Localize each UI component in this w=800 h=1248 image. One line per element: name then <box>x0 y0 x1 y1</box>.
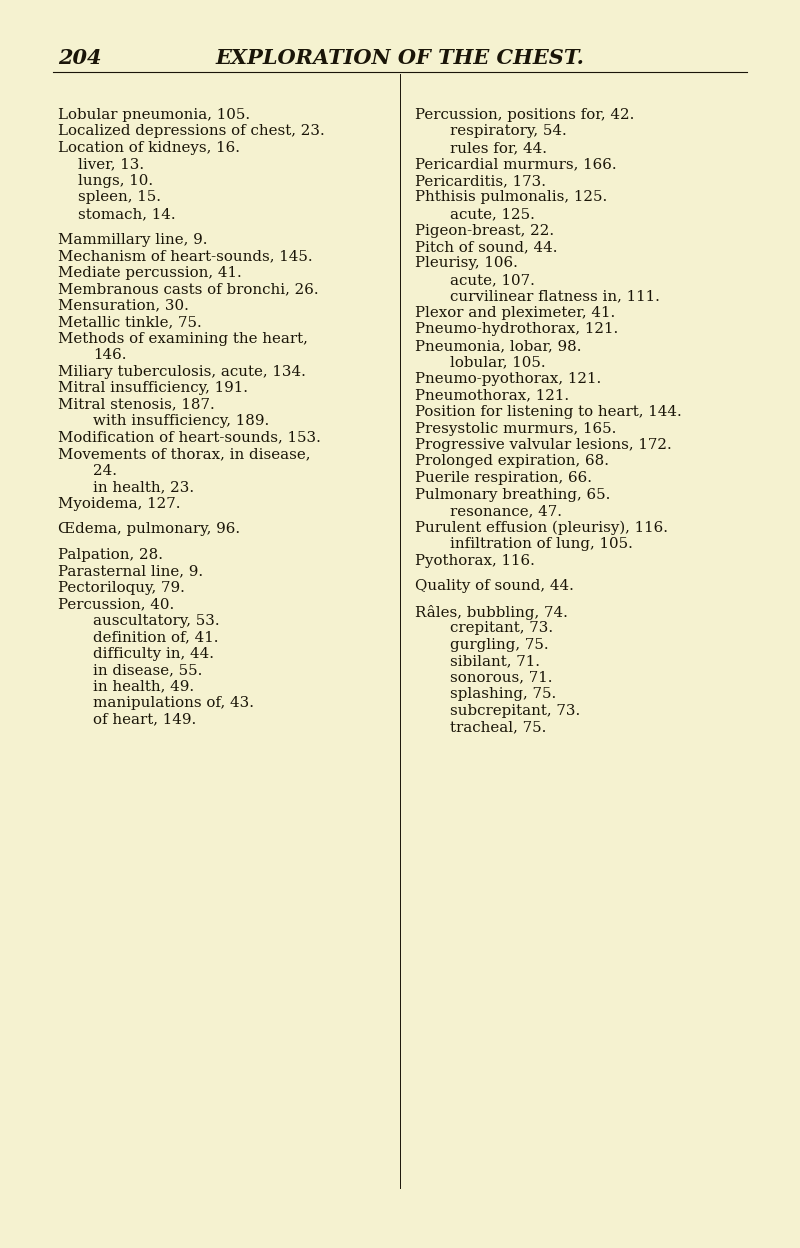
Text: Modification of heart-sounds, 153.: Modification of heart-sounds, 153. <box>58 431 321 444</box>
Text: difficulty in, 44.: difficulty in, 44. <box>93 646 214 660</box>
Text: acute, 125.: acute, 125. <box>450 207 535 221</box>
Text: Palpation, 28.: Palpation, 28. <box>58 548 163 562</box>
Text: Mitral stenosis, 187.: Mitral stenosis, 187. <box>58 398 214 412</box>
Text: splashing, 75.: splashing, 75. <box>450 688 556 701</box>
Text: with insufficiency, 189.: with insufficiency, 189. <box>93 414 270 428</box>
Text: Membranous casts of bronchi, 26.: Membranous casts of bronchi, 26. <box>58 282 318 296</box>
Text: stomach, 14.: stomach, 14. <box>78 207 176 221</box>
Text: lobular, 105.: lobular, 105. <box>450 356 546 369</box>
Text: Metallic tinkle, 75.: Metallic tinkle, 75. <box>58 314 202 329</box>
Text: Pyothorax, 116.: Pyothorax, 116. <box>415 554 535 568</box>
Text: Position for listening to heart, 144.: Position for listening to heart, 144. <box>415 406 682 419</box>
Text: acute, 107.: acute, 107. <box>450 273 535 287</box>
Text: Presystolic murmurs, 165.: Presystolic murmurs, 165. <box>415 422 616 436</box>
Text: curvilinear flatness in, 111.: curvilinear flatness in, 111. <box>450 290 660 303</box>
Text: Parasternal line, 9.: Parasternal line, 9. <box>58 564 203 578</box>
Text: Pitch of sound, 44.: Pitch of sound, 44. <box>415 240 558 255</box>
Text: Mensuration, 30.: Mensuration, 30. <box>58 298 189 312</box>
Text: Percussion, 40.: Percussion, 40. <box>58 598 174 612</box>
Text: Mediate percussion, 41.: Mediate percussion, 41. <box>58 266 242 280</box>
Text: Methods of examining the heart,: Methods of examining the heart, <box>58 332 308 346</box>
Text: liver, 13.: liver, 13. <box>78 157 144 171</box>
Text: spleen, 15.: spleen, 15. <box>78 191 161 205</box>
Text: Phthisis pulmonalis, 125.: Phthisis pulmonalis, 125. <box>415 191 607 205</box>
Text: gurgling, 75.: gurgling, 75. <box>450 638 549 651</box>
Text: subcrepitant, 73.: subcrepitant, 73. <box>450 704 580 718</box>
Text: Puerile respiration, 66.: Puerile respiration, 66. <box>415 470 592 485</box>
Text: Percussion, positions for, 42.: Percussion, positions for, 42. <box>415 109 634 122</box>
Text: Purulent effusion (pleurisy), 116.: Purulent effusion (pleurisy), 116. <box>415 520 668 535</box>
Text: auscultatory, 53.: auscultatory, 53. <box>93 614 220 628</box>
Text: Progressive valvular lesions, 172.: Progressive valvular lesions, 172. <box>415 438 672 452</box>
Text: Mechanism of heart-sounds, 145.: Mechanism of heart-sounds, 145. <box>58 250 313 263</box>
Text: manipulations of, 43.: manipulations of, 43. <box>93 696 254 710</box>
Text: Pneumo-pyothorax, 121.: Pneumo-pyothorax, 121. <box>415 372 602 386</box>
Text: definition of, 41.: definition of, 41. <box>93 630 218 644</box>
Text: infiltration of lung, 105.: infiltration of lung, 105. <box>450 537 633 552</box>
Text: Râles, bubbling, 74.: Râles, bubbling, 74. <box>415 604 568 620</box>
Text: Pneumo-hydrothorax, 121.: Pneumo-hydrothorax, 121. <box>415 322 618 337</box>
Text: Location of kidneys, 16.: Location of kidneys, 16. <box>58 141 240 155</box>
Text: Prolonged expiration, 68.: Prolonged expiration, 68. <box>415 454 609 468</box>
Text: rules for, 44.: rules for, 44. <box>450 141 547 155</box>
Text: in health, 49.: in health, 49. <box>93 680 194 694</box>
Text: 146.: 146. <box>93 348 126 362</box>
Text: Lobular pneumonia, 105.: Lobular pneumonia, 105. <box>58 109 250 122</box>
Text: Pleurisy, 106.: Pleurisy, 106. <box>415 257 518 271</box>
Text: respiratory, 54.: respiratory, 54. <box>450 125 566 139</box>
Text: Pericardial murmurs, 166.: Pericardial murmurs, 166. <box>415 157 617 171</box>
Text: Œdema, pulmonary, 96.: Œdema, pulmonary, 96. <box>58 522 240 537</box>
Text: sonorous, 71.: sonorous, 71. <box>450 670 553 685</box>
Text: of heart, 149.: of heart, 149. <box>93 713 196 726</box>
Text: Pectoriloquy, 79.: Pectoriloquy, 79. <box>58 580 185 595</box>
Text: resonance, 47.: resonance, 47. <box>450 504 562 518</box>
Text: Myoidema, 127.: Myoidema, 127. <box>58 497 181 510</box>
Text: Quality of sound, 44.: Quality of sound, 44. <box>415 579 574 593</box>
Text: Movements of thorax, in disease,: Movements of thorax, in disease, <box>58 447 310 461</box>
Text: lungs, 10.: lungs, 10. <box>78 173 153 188</box>
Text: EXPLORATION OF THE CHEST.: EXPLORATION OF THE CHEST. <box>215 47 585 67</box>
Text: tracheal, 75.: tracheal, 75. <box>450 720 546 734</box>
Text: in health, 23.: in health, 23. <box>93 480 194 494</box>
Text: Miliary tuberculosis, acute, 134.: Miliary tuberculosis, acute, 134. <box>58 364 306 378</box>
Text: Plexor and pleximeter, 41.: Plexor and pleximeter, 41. <box>415 306 615 319</box>
Text: crepitant, 73.: crepitant, 73. <box>450 622 553 635</box>
Text: Pneumothorax, 121.: Pneumothorax, 121. <box>415 388 569 403</box>
Text: Mitral insufficiency, 191.: Mitral insufficiency, 191. <box>58 381 248 396</box>
Text: 24.: 24. <box>93 463 117 478</box>
Text: Pigeon-breast, 22.: Pigeon-breast, 22. <box>415 223 554 237</box>
Text: in disease, 55.: in disease, 55. <box>93 663 202 678</box>
Text: Pneumonia, lobar, 98.: Pneumonia, lobar, 98. <box>415 339 582 353</box>
Text: Pericarditis, 173.: Pericarditis, 173. <box>415 173 546 188</box>
Text: Localized depressions of chest, 23.: Localized depressions of chest, 23. <box>58 125 325 139</box>
Text: sibilant, 71.: sibilant, 71. <box>450 654 540 668</box>
Text: Mammillary line, 9.: Mammillary line, 9. <box>58 232 207 247</box>
Text: 204: 204 <box>58 47 102 67</box>
Text: Pulmonary breathing, 65.: Pulmonary breathing, 65. <box>415 488 610 502</box>
